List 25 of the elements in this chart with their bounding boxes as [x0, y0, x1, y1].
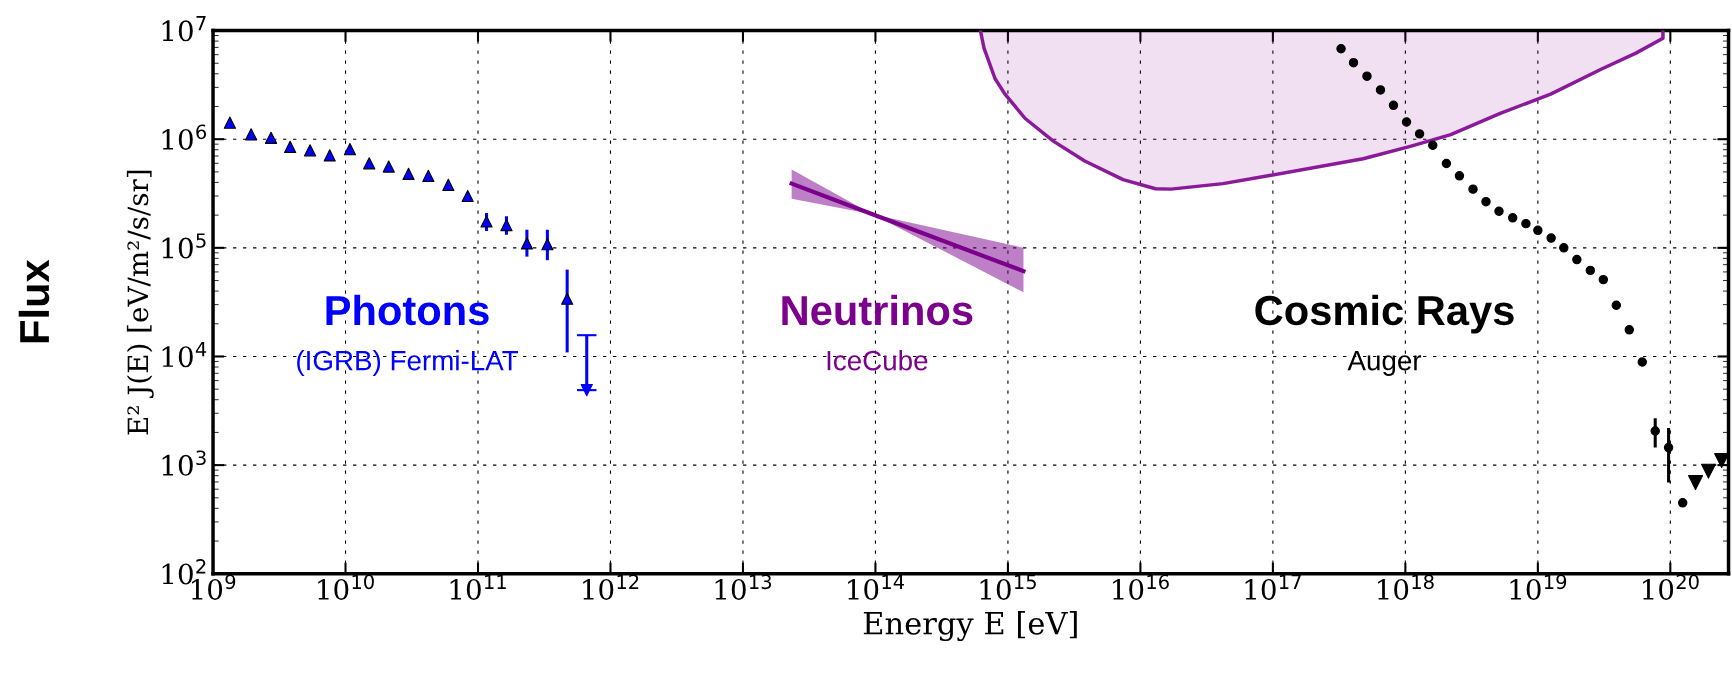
x-tick-label: 10$^{13}$ — [715, 574, 772, 600]
x-tick-label: 10$^{19}$ — [1510, 574, 1567, 600]
x-tick-label: 10$^{20}$ — [1643, 574, 1699, 600]
y-axis-title: E² J(E) [eV/m²/s/sr] — [126, 170, 154, 435]
y-tick-label: 10$^{5}$ — [162, 233, 206, 259]
annotation: Auger — [1347, 351, 1422, 376]
x-tick-label: 10$^{16}$ — [1113, 574, 1169, 600]
y-tick-label: 10$^{6}$ — [162, 124, 207, 150]
x-tick-label: 10$^{10}$ — [318, 574, 374, 600]
x-tick-label: 10$^{15}$ — [980, 574, 1036, 600]
x-tick-label: 10$^{17}$ — [1245, 574, 1301, 600]
y-tick-label: 10$^{7}$ — [162, 16, 206, 42]
x-tick-label: 10$^{18}$ — [1378, 574, 1434, 600]
x-tick-label: 10$^{14}$ — [848, 574, 905, 600]
series-label: Neutrinos — [782, 294, 973, 326]
text: Flux — [18, 259, 50, 343]
series-label: Photons — [326, 294, 489, 326]
annotation: IceCube — [827, 350, 928, 371]
x-tick-label: 10$^{11}$ — [450, 574, 506, 600]
x-tick-label: 10$^{12}$ — [583, 574, 639, 600]
y-tick-label: 10$^{3}$ — [162, 450, 206, 476]
x-axis-title: Energy E [eV] — [863, 611, 1077, 642]
y-tick-label: 10$^{4}$ — [162, 342, 207, 368]
series-label: Cosmic Rays — [1255, 294, 1514, 334]
annotation: (IGRB) Fermi-LAT — [297, 350, 519, 376]
